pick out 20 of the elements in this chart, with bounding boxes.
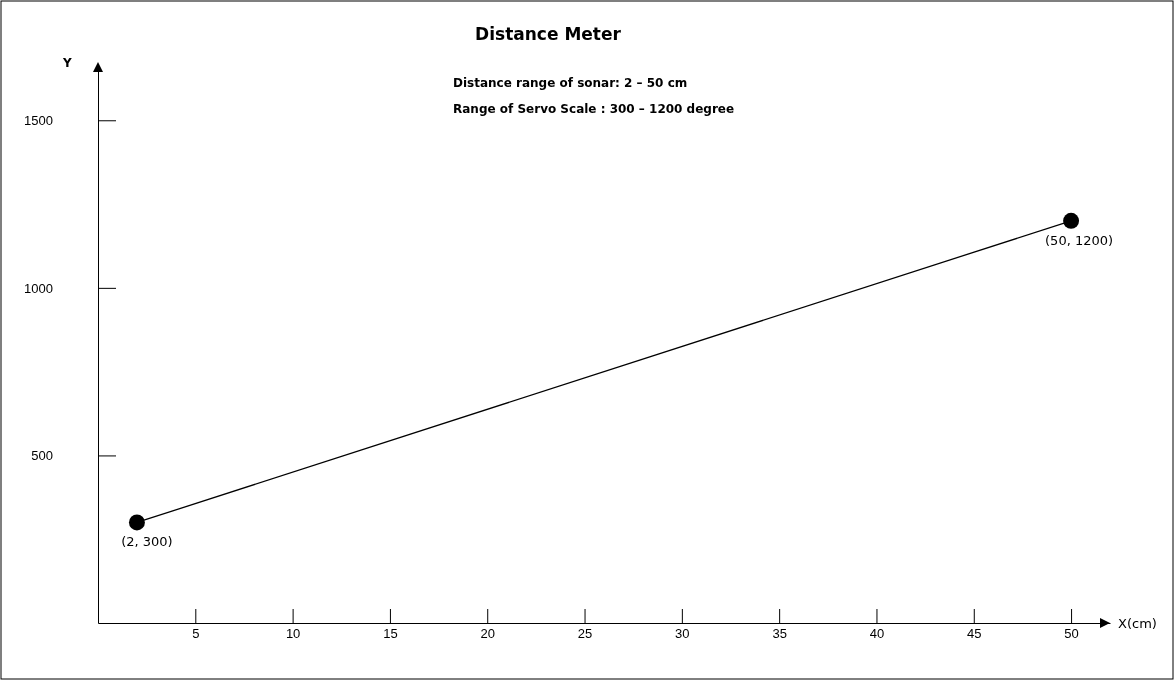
x-tick-label: 15 [383, 626, 398, 642]
x-tick-label: 10 [285, 626, 301, 642]
x-tick-label: 25 [577, 626, 593, 642]
y-tick-label: 1000 [24, 280, 53, 296]
x-tick-label: 40 [869, 626, 885, 642]
annotation: Range of Servo Scale : 300 – 1200 degree [453, 102, 735, 116]
y-axis-title: Y [62, 56, 72, 70]
y-tick-label: 1500 [24, 112, 53, 128]
x-tick-label: 45 [967, 626, 982, 642]
chart-title: Distance Meter [475, 24, 622, 44]
x-tick-label: 35 [772, 626, 787, 642]
x-tick-label: 5 [192, 626, 200, 642]
x-tick-label: 50 [1064, 626, 1079, 642]
y-tick-label: 500 [31, 448, 53, 464]
annotation: Distance range of sonar: 2 – 50 cm [453, 76, 688, 90]
x-tick-label: 20 [480, 626, 495, 642]
annotation: (2, 300) [121, 534, 173, 550]
annotation: (50, 1200) [1045, 232, 1114, 248]
x-axis-title: X(cm) [1118, 616, 1157, 631]
x-tick-label: 30 [675, 626, 690, 642]
